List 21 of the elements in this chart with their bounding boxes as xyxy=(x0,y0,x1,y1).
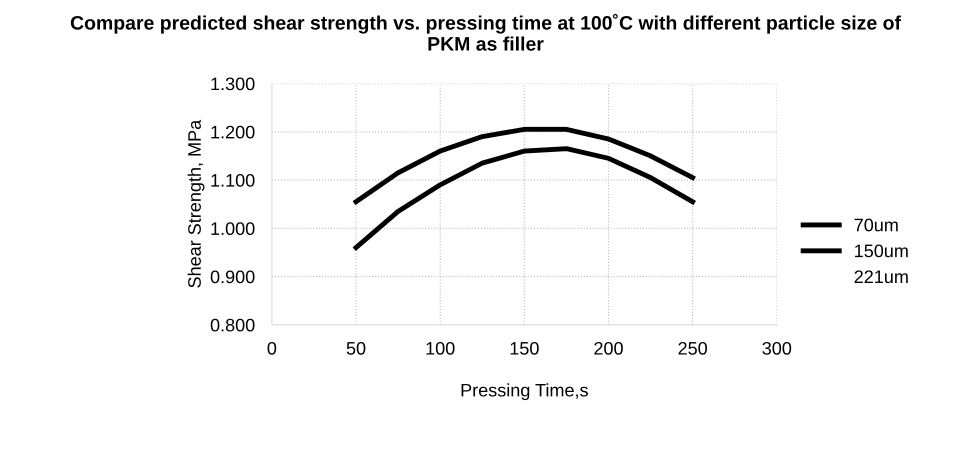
x-tick-label: 100 xyxy=(426,342,455,355)
chart-title: Compare predicted shear strength vs. pressing time at 100˚C with different particle size of PKM as filler xyxy=(70,14,902,51)
y-tick-label: 1.000 xyxy=(211,222,255,236)
x-tick-label: 200 xyxy=(594,342,623,355)
y-tick-label: 0.900 xyxy=(210,270,255,284)
y-tick-label: 1.300 xyxy=(211,77,255,90)
y-tick-label: 0.800 xyxy=(210,318,255,332)
x-tick-label: 150 xyxy=(510,342,539,355)
text: 221um xyxy=(854,270,908,284)
y-tick-label: 1.200 xyxy=(211,126,255,138)
line-series xyxy=(354,126,696,204)
x-tick-label: 300 xyxy=(762,342,792,355)
y-tick-label: 1.100 xyxy=(211,174,255,187)
y-axis-title: Shear Strength, MPa xyxy=(188,120,204,288)
x-tick-label: 0 xyxy=(268,342,276,355)
line-series xyxy=(354,146,696,250)
x-tick-label: 250 xyxy=(678,342,708,355)
x-tick-label: 50 xyxy=(346,342,366,355)
x-axis-title: Pressing Time,s xyxy=(462,383,588,400)
legend-label: 150um xyxy=(855,244,908,258)
legend-label: 70um xyxy=(854,218,898,232)
